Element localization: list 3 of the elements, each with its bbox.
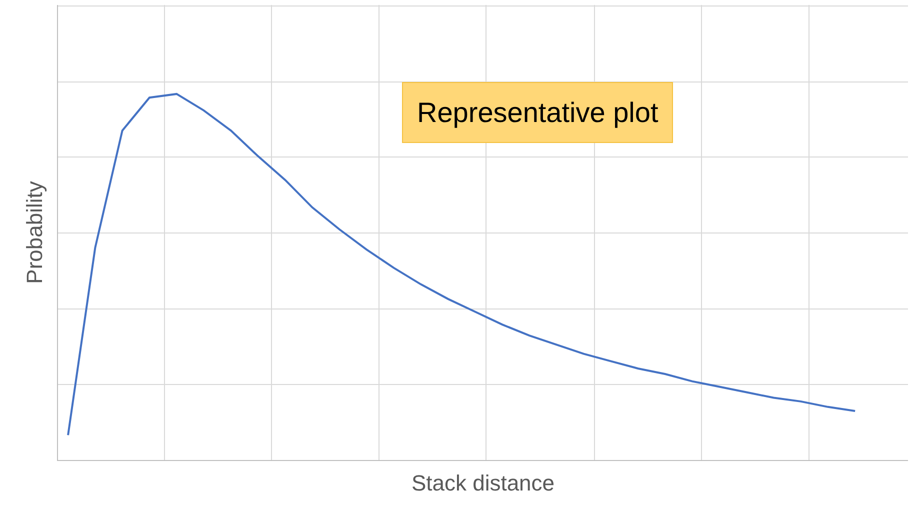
x-axis-title: Stack distance (411, 470, 555, 496)
annotation: Representative plot (417, 97, 658, 128)
y-axis-title: Probability (22, 181, 47, 284)
